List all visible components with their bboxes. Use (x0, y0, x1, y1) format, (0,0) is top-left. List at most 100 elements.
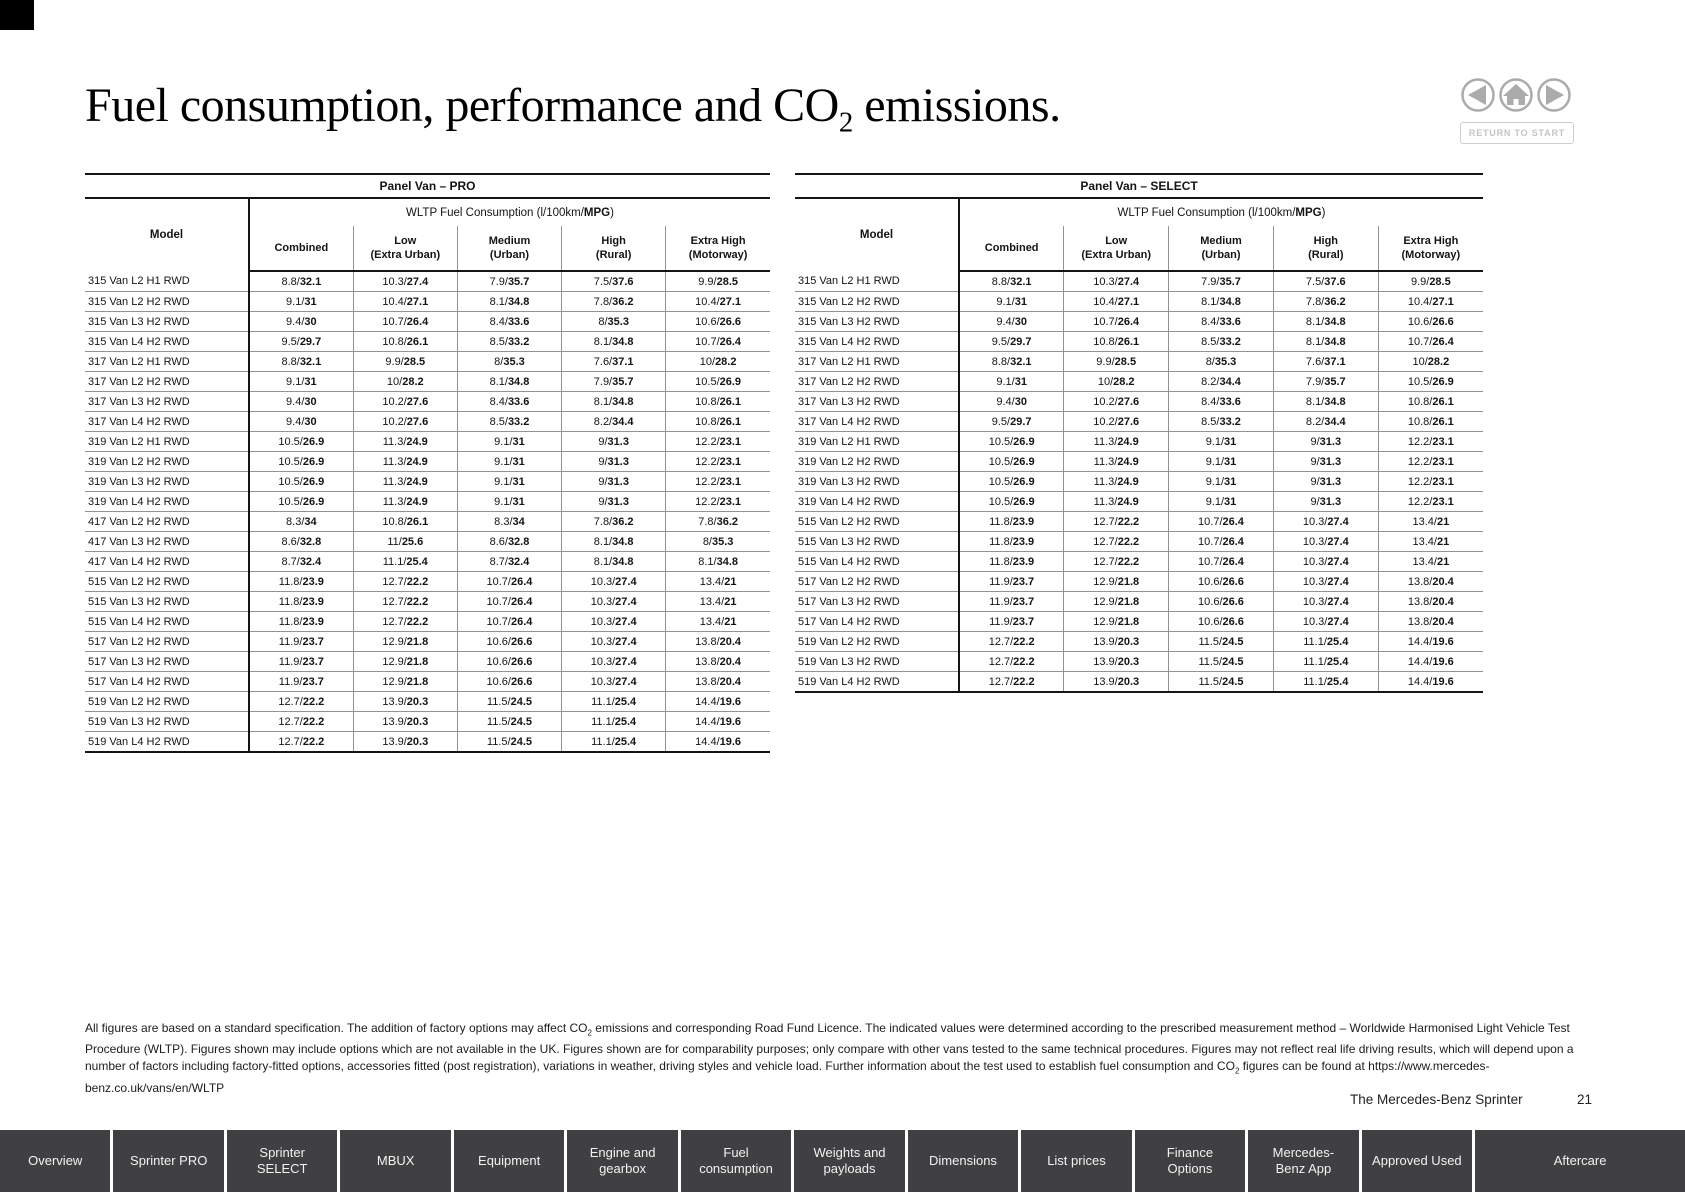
value-cell: 9.5/29.7 (959, 331, 1064, 352)
table-row: 317 Van L4 H2 RWD 9.5/29.7 10.2/27.6 8.5/33… (795, 411, 1483, 432)
value-cell: 14.4/19.6 (1377, 651, 1483, 672)
value-cell: 13.4/21 (665, 571, 770, 592)
nav-home-button[interactable] (1499, 78, 1533, 112)
tab-label: Engine and gearbox (589, 1145, 656, 1176)
value-cell: 10.6/26.6 (665, 311, 770, 332)
value-cell: 10.6/26.6 (1168, 611, 1274, 632)
tab-equipment[interactable]: Equipment (453, 1130, 565, 1192)
value-cell: 12.7/22.2 (1063, 531, 1169, 552)
value-cell: 12.2/23.1 (1377, 471, 1483, 492)
model-cell: 519 Van L3 H2 RWD (85, 711, 250, 732)
value-cell: 10.3/27.4 (1272, 571, 1379, 592)
value-cell: 9.1/31 (959, 371, 1064, 392)
value-cell: 8/35.3 (561, 311, 666, 332)
tab-fuel-consumption[interactable]: Fuel consumption (680, 1130, 792, 1192)
table-row: 319 Van L3 H2 RWD 10.5/26.9 11.3/24.9 9.1/3… (85, 471, 770, 492)
value-cell: 9/31.3 (1272, 431, 1379, 452)
value-cell: 11.3/24.9 (352, 431, 458, 452)
model-cell: 515 Van L3 H2 RWD (795, 531, 960, 552)
value-cell: 9.9/28.5 (1063, 351, 1169, 372)
value-cell: 11/25.6 (352, 531, 458, 552)
nav-forward-button[interactable] (1537, 78, 1571, 112)
tab-label: Sprinter PRO (130, 1153, 208, 1168)
tab-aftercare[interactable]: Aftercare (1475, 1130, 1685, 1192)
value-cell: 12.7/22.2 (352, 571, 458, 592)
table-row: 417 Van L4 H2 RWD 8.7/32.4 11.1/25.4 8.7/32… (85, 551, 770, 572)
value-cell: 12.2/23.1 (665, 431, 770, 452)
col-header-combined: Combined (249, 226, 354, 272)
value-cell: 10.4/27.1 (352, 291, 458, 312)
value-cell: 11.5/24.5 (1168, 651, 1274, 672)
tab-mercedes-benz-app[interactable]: Mercedes-Benz App (1248, 1130, 1359, 1192)
value-cell: 10.8/26.1 (665, 411, 770, 432)
model-cell: 319 Van L2 H1 RWD (795, 431, 960, 452)
value-cell: 9.1/31 (1168, 471, 1274, 492)
value-cell: 11.3/24.9 (352, 491, 458, 512)
model-cell: 519 Van L2 H2 RWD (85, 691, 250, 712)
value-cell: 14.4/19.6 (665, 731, 770, 753)
value-cell: 11.3/24.9 (1063, 471, 1169, 492)
value-cell: 11.5/24.5 (1168, 671, 1274, 693)
tab-approved-used[interactable]: Approved Used (1361, 1130, 1473, 1192)
tab-overview[interactable]: Overview (0, 1130, 111, 1192)
panel-van-select-table-container: Panel Van – SELECT Model WLTP Fuel Consump… (795, 173, 1483, 693)
col-header-low: Low (Extra Urban) (352, 226, 458, 272)
value-cell: 13.9/20.3 (1063, 631, 1169, 652)
value-cell: 9/31.3 (561, 431, 666, 452)
value-cell: 8.4/33.6 (1168, 311, 1274, 332)
value-cell: 11.1/25.4 (1272, 651, 1379, 672)
tab-label: MBUX (376, 1153, 415, 1168)
col-header-combined: Combined (959, 226, 1064, 272)
return-to-start-button[interactable]: RETURN TO START (1460, 122, 1574, 144)
value-cell: 13.9/20.3 (1063, 651, 1169, 672)
value-cell: 8.7/32.4 (249, 551, 354, 572)
page-navigation (1461, 78, 1571, 112)
value-cell: 11.3/24.9 (1063, 491, 1169, 512)
model-cell: 515 Van L2 H2 RWD (85, 571, 250, 592)
tab-dimensions[interactable]: Dimensions (907, 1130, 1019, 1192)
value-cell: 12.9/21.8 (1063, 611, 1169, 632)
value-cell: 8.5/33.2 (456, 331, 562, 352)
nav-back-button[interactable] (1461, 78, 1495, 112)
tab-engine-and-gearbox[interactable]: Engine and gearbox (567, 1130, 678, 1192)
value-cell: 8.2/34.4 (1168, 371, 1274, 392)
tab-label: Dimensions (929, 1153, 997, 1168)
tab-mbux[interactable]: MBUX (340, 1130, 451, 1192)
value-cell: 9/31.3 (1272, 491, 1379, 512)
tab-sprinter-select[interactable]: Sprinter SELECT (226, 1130, 338, 1192)
bottom-nav: Overview Sprinter PRO Sprinter SELECT MBUX E… (0, 1130, 1685, 1192)
value-cell: 10.6/26.6 (456, 671, 562, 692)
tab-label: Weights and payloads (813, 1145, 886, 1176)
model-cell: 317 Van L2 H1 RWD (795, 351, 960, 372)
table-row: 417 Van L2 H2 RWD 8.3/34 10.8/26.1 8.3/34 7.… (85, 511, 770, 532)
tab-finance-options[interactable]: Finance Options (1134, 1130, 1246, 1192)
tab-label: Approved Used (1372, 1153, 1462, 1168)
col-header-extra-high: Extra High (Motorway) (1377, 226, 1483, 272)
value-cell: 12.7/22.2 (1063, 511, 1169, 532)
model-cell: 515 Van L2 H2 RWD (795, 511, 960, 532)
model-cell: 317 Van L2 H1 RWD (85, 351, 250, 372)
model-cell: 515 Van L4 H2 RWD (795, 551, 960, 572)
table-row: 519 Van L4 H2 RWD 12.7/22.2 13.9/20.3 11.5/… (795, 671, 1483, 693)
tab-sprinter-pro[interactable]: Sprinter PRO (113, 1130, 224, 1192)
value-cell: 10.3/27.4 (561, 671, 666, 692)
value-cell: 14.4/19.6 (665, 691, 770, 712)
model-cell: 315 Van L3 H2 RWD (795, 311, 960, 332)
value-cell: 10.5/26.9 (1377, 371, 1483, 392)
table-row: 319 Van L2 H2 RWD 10.5/26.9 11.3/24.9 9.1/3… (795, 451, 1483, 472)
tab-list-prices[interactable]: List prices (1021, 1130, 1132, 1192)
tab-weights-and-payloads[interactable]: Weights and payloads (794, 1130, 905, 1192)
value-cell: 7.9/35.7 (456, 271, 562, 292)
value-cell: 11.3/24.9 (1063, 431, 1169, 452)
fuel-consumption-table-pro: Panel Van – PRO Model WLTP Fuel Consumptio… (85, 173, 770, 753)
value-cell: 9.1/31 (456, 431, 562, 452)
model-cell: 515 Van L3 H2 RWD (85, 591, 250, 612)
value-cell: 10.7/26.4 (1168, 511, 1274, 532)
tab-label: Overview (28, 1153, 83, 1168)
value-cell: 8.1/34.8 (665, 551, 770, 572)
value-cell: 12.2/23.1 (1377, 491, 1483, 512)
value-cell: 12.9/21.8 (1063, 591, 1169, 612)
value-cell: 8.1/34.8 (456, 371, 562, 392)
table-row: 315 Van L2 H2 RWD 9.1/31 10.4/27.1 8.1/34.8… (85, 291, 770, 312)
value-cell: 12.2/23.1 (665, 451, 770, 472)
